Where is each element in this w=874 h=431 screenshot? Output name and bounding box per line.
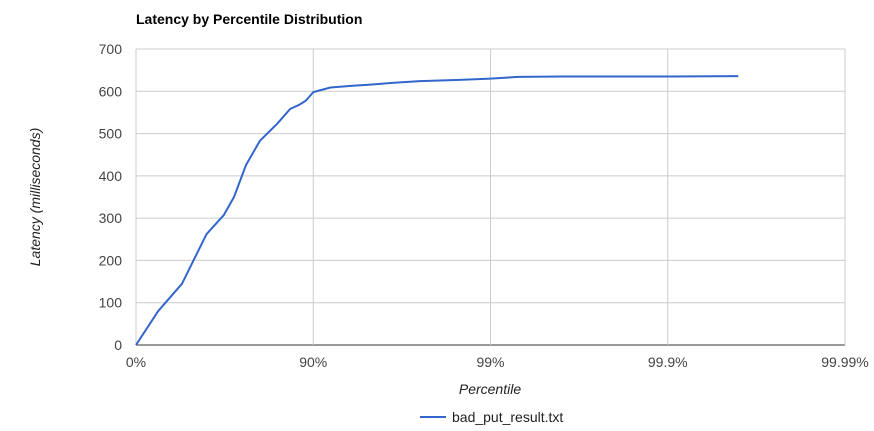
y-axis-title: Latency (milliseconds) [27,128,43,267]
y-tick-label: 700 [99,41,123,57]
y-tick-label: 200 [99,252,123,268]
y-tick-label: 100 [99,295,123,311]
series-line[interactable] [135,75,739,346]
y-tick-label: 0 [114,337,122,353]
y-tick-label: 300 [99,210,123,226]
x-tick-label: 99.9% [648,354,688,370]
y-tick-label: 600 [99,83,123,99]
legend[interactable]: bad_put_result.txt [420,409,563,425]
y-tick-label: 500 [99,126,123,142]
tick-labels: 0 100 200 300 400 500 600 700 0% 90% 99% 99.9% 99.99… [99,41,869,370]
series-layer [135,75,739,346]
x-tick-label: 0% [126,354,146,370]
grid [135,48,846,346]
x-tick-label: 90% [299,354,327,370]
x-axis-title: Percentile [459,381,521,397]
chart-title: Latency by Percentile Distribution [136,11,362,27]
y-tick-label: 400 [99,168,123,184]
x-tick-label: 99% [476,354,504,370]
legend-label: bad_put_result.txt [452,409,563,425]
x-tick-label: 99.99% [821,354,868,370]
